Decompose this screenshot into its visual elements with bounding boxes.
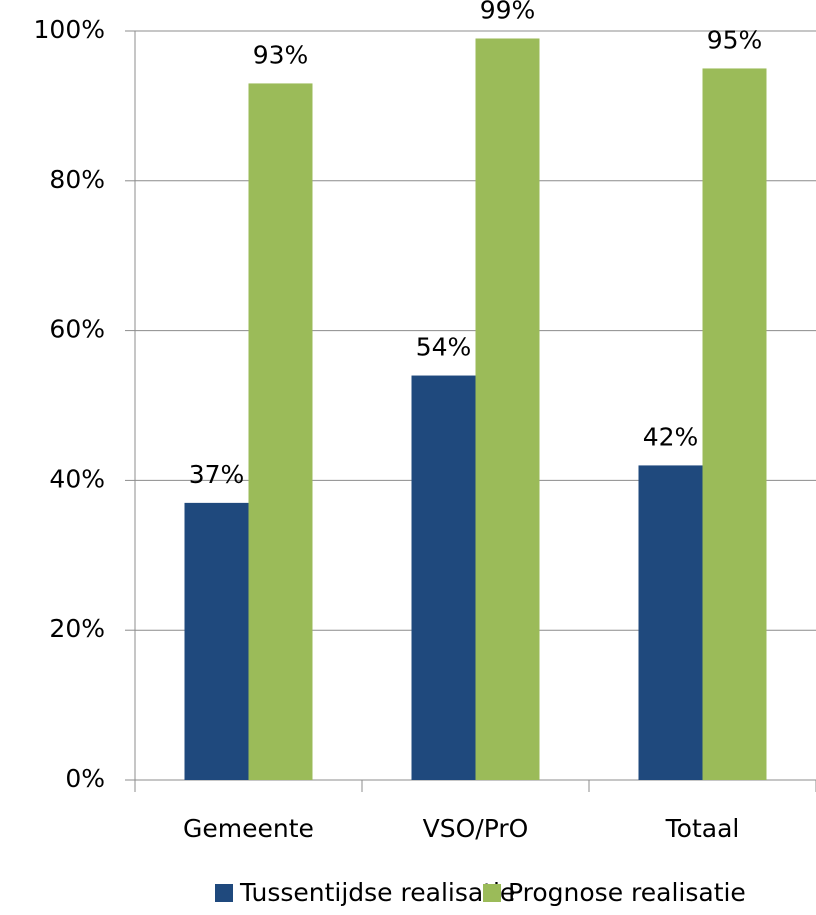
- data-label: 37%: [189, 460, 245, 489]
- legend-label: Tussentijdse realisatie: [239, 878, 515, 907]
- y-tick-label: 80%: [49, 165, 105, 194]
- y-tick-label: 60%: [49, 315, 105, 344]
- legend-label: Prognose realisatie: [508, 878, 746, 907]
- data-label: 42%: [643, 422, 699, 451]
- data-label: 95%: [707, 25, 763, 54]
- bar: [638, 465, 703, 780]
- data-label: 54%: [416, 333, 472, 362]
- bar: [702, 68, 767, 780]
- bar: [248, 83, 313, 781]
- y-tick-label: 40%: [49, 464, 105, 493]
- data-label: 99%: [480, 0, 536, 24]
- data-label: 93%: [253, 40, 309, 69]
- x-tick-label: VSO/PrO: [423, 814, 529, 843]
- y-tick-label: 0%: [65, 764, 105, 793]
- legend-swatch: [483, 884, 501, 902]
- bar: [475, 38, 540, 781]
- bar: [184, 502, 249, 780]
- y-tick-label: 20%: [49, 614, 105, 643]
- legend-swatch: [215, 884, 233, 902]
- x-tick-label: Gemeente: [183, 814, 314, 843]
- y-tick-label: 100%: [34, 15, 105, 44]
- bar: [411, 375, 476, 780]
- x-tick-label: Totaal: [665, 814, 740, 843]
